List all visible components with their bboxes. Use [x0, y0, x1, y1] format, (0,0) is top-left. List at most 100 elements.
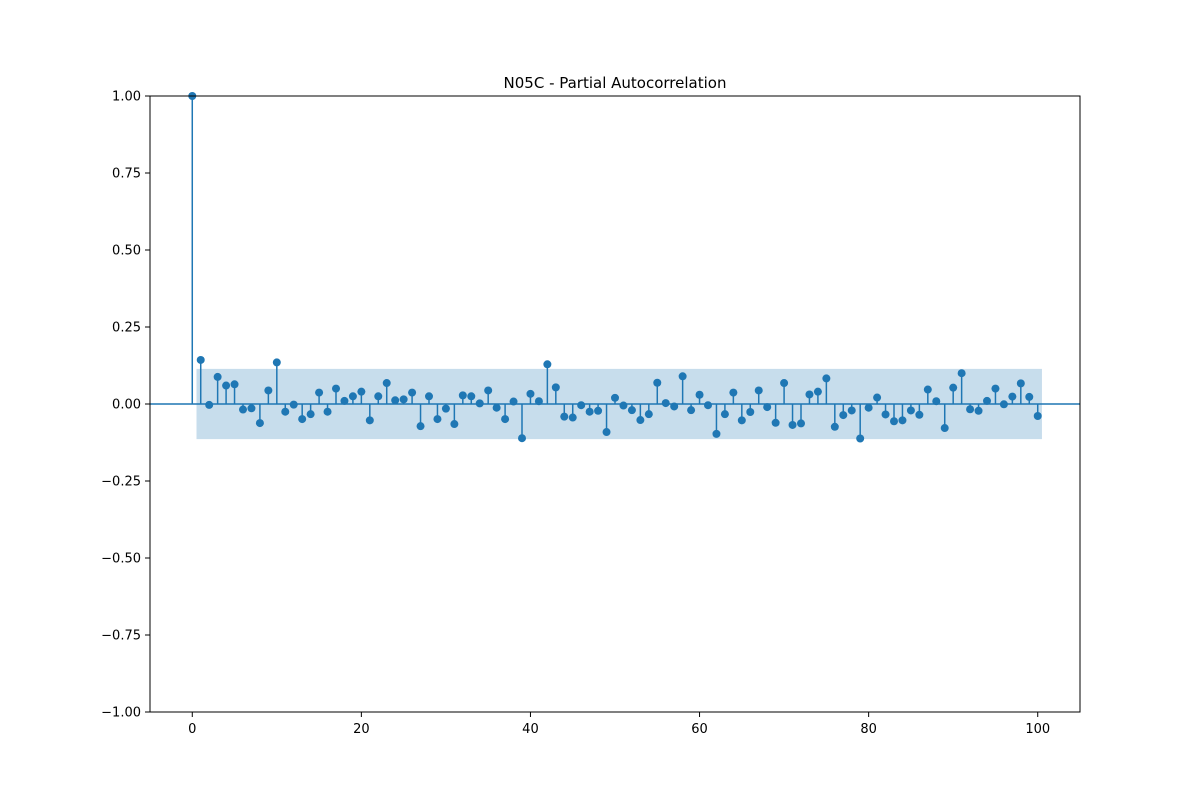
stem-marker-lag-5	[230, 380, 239, 389]
stem-marker-lag-43	[551, 383, 560, 392]
stem-marker-lag-80	[864, 403, 873, 412]
stem-marker-lag-82	[881, 410, 890, 419]
stem-marker-lag-47	[585, 407, 594, 416]
y-tick-label: −0.50	[101, 552, 141, 567]
x-tick-label: 60	[691, 722, 708, 737]
stem-marker-lag-49	[602, 428, 611, 437]
stem-marker-lag-92	[966, 405, 975, 414]
stem-marker-lag-27	[416, 422, 425, 431]
stem-marker-lag-75	[822, 374, 831, 383]
stem-marker-lag-97	[1008, 392, 1017, 401]
x-tick-label: 40	[522, 722, 539, 737]
stem-marker-lag-85	[906, 406, 915, 415]
stem-marker-lag-6	[239, 405, 247, 414]
stem-marker-lag-77	[839, 411, 848, 420]
stem-marker-lag-2	[205, 400, 214, 409]
stem-marker-lag-22	[374, 392, 383, 401]
stem-marker-lag-81	[873, 393, 882, 402]
stem-marker-lag-78	[847, 406, 856, 415]
stem-marker-lag-31	[450, 420, 459, 429]
stem-marker-lag-21	[365, 416, 374, 425]
stem-marker-lag-84	[898, 416, 907, 425]
y-tick-label: 0.00	[112, 398, 141, 413]
y-tick-label: −1.00	[101, 706, 141, 721]
stem-marker-lag-45	[568, 413, 577, 422]
y-tick-label: −0.75	[101, 629, 141, 644]
stem-marker-lag-23	[382, 379, 391, 388]
stem-marker-lag-67	[754, 386, 763, 395]
x-tick-label: 0	[188, 722, 196, 737]
stem-marker-lag-64	[729, 388, 738, 397]
stem-marker-lag-65	[737, 416, 746, 425]
stem-marker-lag-51	[619, 401, 628, 410]
stem-marker-lag-59	[687, 406, 696, 415]
stem-marker-lag-44	[560, 412, 569, 421]
stem-marker-lag-86	[915, 410, 924, 419]
stem-marker-lag-72	[797, 419, 805, 428]
x-tick-label: 100	[1025, 722, 1050, 737]
stem-layer	[188, 92, 1042, 443]
stem-marker-lag-15	[315, 388, 324, 397]
stem-marker-lag-19	[348, 392, 357, 401]
stem-marker-lag-33	[467, 392, 476, 401]
stem-marker-lag-4	[222, 381, 231, 390]
stem-marker-lag-8	[255, 419, 264, 428]
y-tick-label: 1.00	[112, 90, 141, 105]
stem-marker-lag-66	[746, 408, 755, 417]
stem-marker-lag-93	[974, 406, 983, 415]
stem-marker-lag-62	[712, 429, 721, 438]
stem-marker-lag-99	[1025, 392, 1034, 401]
stem-marker-lag-14	[306, 410, 315, 419]
stem-marker-lag-26	[408, 388, 417, 397]
stem-marker-lag-36	[492, 403, 501, 412]
stem-marker-lag-73	[805, 390, 814, 399]
stem-marker-lag-53	[636, 416, 645, 425]
stem-marker-lag-91	[957, 369, 966, 378]
x-tick-label: 20	[353, 722, 370, 737]
stem-marker-lag-87	[923, 385, 932, 394]
stem-marker-lag-74	[813, 387, 822, 396]
stem-marker-lag-52	[627, 406, 636, 415]
y-tick-label: 0.25	[112, 321, 141, 336]
stem-marker-lag-79	[856, 434, 865, 443]
stem-marker-lag-63	[720, 410, 729, 419]
stem-marker-lag-18	[340, 396, 349, 405]
stem-marker-lag-40	[526, 389, 535, 398]
stem-marker-lag-3	[213, 372, 222, 381]
stem-marker-lag-38	[509, 397, 518, 406]
stem-marker-lag-20	[357, 387, 366, 396]
y-tick-label: 0.50	[112, 244, 141, 259]
stem-marker-lag-95	[991, 384, 1000, 393]
stem-marker-lag-1	[196, 355, 205, 364]
stem-marker-lag-54	[644, 410, 653, 419]
y-tick-label: 0.75	[112, 167, 141, 182]
stem-marker-lag-28	[425, 392, 433, 401]
stem-marker-lag-76	[830, 422, 839, 431]
stem-marker-lag-58	[678, 372, 687, 381]
stem-marker-lag-41	[534, 397, 543, 406]
stem-marker-lag-37	[501, 415, 510, 424]
stem-marker-lag-89	[940, 424, 949, 433]
y-tick-label: −0.25	[101, 475, 141, 490]
stem-marker-lag-70	[780, 379, 789, 388]
stem-marker-lag-9	[264, 386, 273, 395]
stem-marker-lag-13	[298, 415, 307, 424]
stem-marker-lag-100	[1033, 412, 1042, 421]
stem-marker-lag-71	[788, 420, 797, 429]
stem-marker-lag-46	[577, 401, 586, 410]
stem-marker-lag-32	[458, 391, 467, 400]
stem-marker-lag-55	[653, 378, 662, 387]
stem-marker-lag-50	[611, 393, 619, 402]
stem-marker-lag-11	[281, 407, 290, 416]
stem-marker-lag-96	[999, 400, 1008, 409]
stem-marker-lag-30	[441, 404, 450, 413]
stem-marker-lag-25	[399, 395, 408, 404]
stem-marker-lag-94	[983, 396, 991, 405]
stem-marker-lag-56	[661, 399, 670, 408]
stem-marker-lag-83	[890, 417, 898, 426]
stem-marker-lag-10	[272, 358, 281, 367]
stem-marker-lag-17	[332, 384, 340, 393]
stem-marker-lag-16	[323, 407, 332, 416]
stem-marker-lag-90	[949, 383, 958, 392]
